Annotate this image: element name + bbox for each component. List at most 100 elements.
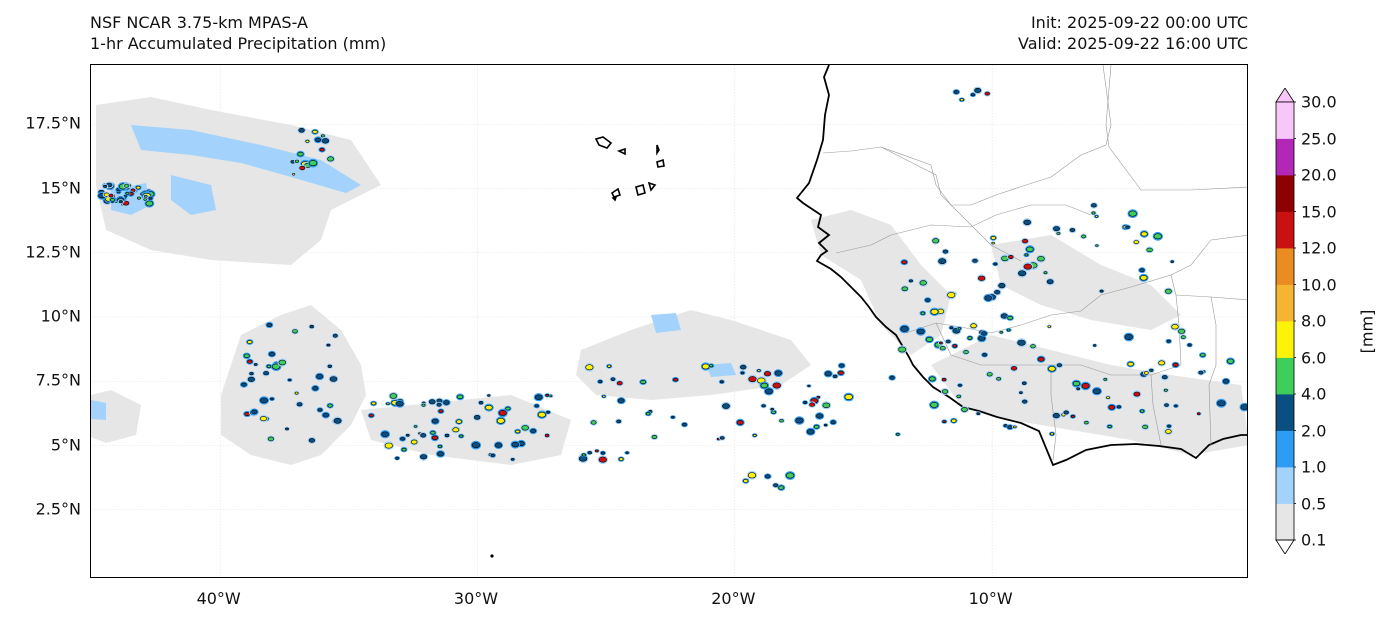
precip-cell-core [263, 371, 269, 376]
precip-cell-core [431, 418, 439, 424]
precip-cell-core [752, 433, 757, 437]
precip-cell-core [1024, 253, 1029, 257]
precip-cell-core [1048, 366, 1056, 372]
map-canvas [91, 65, 1247, 577]
precip-cell-core [395, 456, 400, 460]
precip-cell-core [957, 327, 962, 330]
precip-cell-core [1140, 409, 1145, 413]
precip-cell-core [110, 198, 115, 202]
precip-cell-core [618, 457, 624, 461]
precip-cell-core [308, 438, 316, 443]
precip-cell-core [740, 371, 745, 375]
precip-cell-core [616, 381, 623, 386]
precip-cell-core [1116, 405, 1121, 409]
colorbar-tick-label: 12.0 [1301, 238, 1337, 258]
colorbar-swatch [1276, 357, 1294, 395]
precip-cell-core [1037, 356, 1045, 362]
precip-cell-core [413, 425, 418, 428]
precip-cell-core [838, 370, 844, 376]
colorbar-tick-label: 2.0 [1301, 421, 1327, 440]
precip-cell-core [247, 340, 253, 344]
precip-cell-core [671, 416, 675, 419]
colorbar-swatch [1276, 102, 1294, 139]
precip-cell-core [901, 260, 908, 265]
precip-cell-core [530, 428, 537, 434]
precip-cell-core [487, 394, 491, 397]
precip-cell-core [1046, 279, 1054, 285]
light-precip-areas [91, 125, 736, 420]
precip-cell-core [956, 394, 962, 399]
precip-cell-core [299, 165, 306, 171]
precip-cell-core [739, 364, 747, 370]
precip-cell-core [247, 376, 255, 383]
precip-cell-core [430, 430, 436, 435]
precip-cell-core [438, 409, 444, 414]
precip-cell-core [103, 184, 108, 188]
colorbar-swatch [1276, 138, 1294, 176]
island [656, 144, 660, 156]
colorbar-tick-label: 20.0 [1301, 165, 1337, 185]
precip-cell-core [143, 194, 148, 198]
precip-cell-core [581, 453, 586, 457]
precip-cell-core [268, 351, 275, 357]
precip-cell-core [959, 98, 964, 102]
colorbar-extend-max [1275, 88, 1295, 103]
precip-cell-core [108, 193, 114, 198]
border [880, 146, 1022, 262]
precip-cell-core [587, 451, 592, 455]
precip-cell-core [1095, 244, 1099, 247]
precip-cell-core [682, 422, 687, 427]
convective-cells [97, 86, 1247, 491]
precip-cell-core [544, 433, 550, 438]
precip-cell-core [1133, 391, 1141, 397]
precip-cell-core [1165, 288, 1172, 294]
precip-cell-core [546, 410, 550, 414]
coastline-africa [795, 65, 1247, 467]
precip-cell-core [266, 364, 272, 369]
precip-cell-core [1171, 324, 1179, 330]
precip-cell-core [1227, 358, 1234, 364]
lat-tick-label: 2.5°N [35, 499, 81, 519]
precip-cell-core [428, 399, 436, 405]
precip-cell-core [1091, 211, 1096, 215]
precip-cell-core [901, 286, 908, 292]
precip-cell-core [314, 137, 322, 143]
precip-cell-core [260, 416, 267, 422]
precip-cell-core [925, 298, 931, 303]
precip-cell-core [1139, 268, 1145, 273]
lon-tick-label: 30°W [453, 589, 499, 608]
precip-cell-core [292, 173, 296, 176]
precip-cell-core [1081, 382, 1090, 389]
precip-cell-core [1021, 381, 1027, 385]
precip-cell-core [748, 376, 757, 383]
precip-cell-core [616, 419, 622, 424]
precip-cell-core [253, 363, 258, 366]
precip-cell-core [722, 403, 730, 409]
precip-cell-core [1084, 420, 1089, 425]
lat-tick-label: 7.5°N [35, 370, 81, 390]
island [656, 158, 665, 168]
precip-cell-core [125, 191, 130, 195]
precip-cell-core [308, 160, 318, 167]
island [647, 181, 657, 192]
precip-cell-core [437, 451, 444, 457]
precip-cell-core [456, 419, 462, 424]
border [1150, 374, 1162, 446]
precip-cell-core [1103, 377, 1108, 381]
precip-cell-core [278, 359, 287, 366]
precip-cell-core [1167, 424, 1171, 428]
cape-verde-islands [594, 136, 665, 202]
colorbar-tick-label: 4.0 [1301, 384, 1327, 404]
precip-cell-core [1043, 271, 1048, 275]
precip-cell-core [260, 397, 268, 404]
precip-cell-core [452, 427, 460, 433]
precip-cell-core [844, 394, 853, 400]
precip-cell-core [545, 393, 550, 397]
precip-cell-core [991, 241, 995, 245]
precip-cell-core [1158, 360, 1165, 366]
precip-cell-core [590, 420, 597, 425]
precip-cell-core [537, 411, 546, 418]
map-panel[interactable] [90, 64, 1248, 578]
precip-cell-core [1107, 424, 1112, 428]
colorbar-tick-label: 0.5 [1301, 494, 1327, 513]
